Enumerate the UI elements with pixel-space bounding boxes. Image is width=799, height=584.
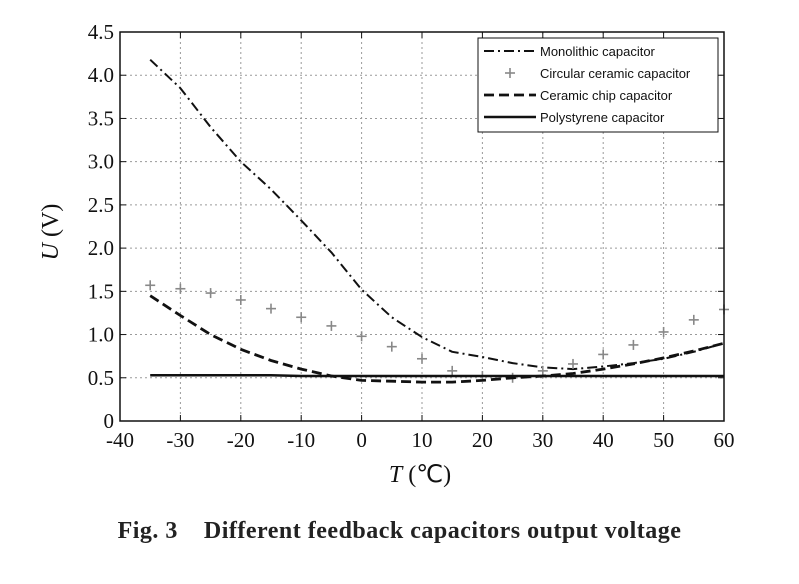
legend-label: Circular ceramic capacitor xyxy=(540,66,691,81)
x-tick-label: 0 xyxy=(356,428,367,452)
x-tick-label: 60 xyxy=(714,428,735,452)
data-point xyxy=(145,280,156,291)
y-tick-label: 4.5 xyxy=(88,20,114,44)
data-point xyxy=(598,349,609,360)
x-tick-label: 40 xyxy=(593,428,614,452)
x-tick-label: 10 xyxy=(412,428,433,452)
y-tick-label: 3.5 xyxy=(88,106,114,130)
x-axis-variable: T xyxy=(389,462,404,488)
y-tick-label: 2.0 xyxy=(88,236,114,260)
x-tick-label: 30 xyxy=(532,428,553,452)
legend: Monolithic capacitor Circular ceramic cap… xyxy=(477,37,719,133)
data-point xyxy=(235,294,246,305)
data-point xyxy=(205,288,216,299)
y-axis-variable: U xyxy=(38,241,64,260)
y-tick-label: 2.5 xyxy=(88,193,114,217)
data-point xyxy=(628,339,639,350)
data-point xyxy=(568,358,578,369)
data-point xyxy=(326,320,337,331)
data-point xyxy=(537,365,548,376)
x-tick-label: -20 xyxy=(227,428,255,452)
y-tick-label: 1.0 xyxy=(88,323,114,347)
x-tick-label: -40 xyxy=(106,428,134,452)
x-tick-label: -30 xyxy=(166,428,194,452)
y-tick-label: 0 xyxy=(104,409,115,433)
series-circular-ceramic-capacitor xyxy=(145,280,729,383)
x-axis-title: T (℃) xyxy=(389,462,451,488)
data-point xyxy=(296,312,307,323)
data-point xyxy=(356,331,367,342)
y-axis-title: U (V) xyxy=(38,204,64,261)
legend-label: Monolithic capacitor xyxy=(540,44,656,59)
legend-swatch-circular-ceramic-capacitor xyxy=(505,68,515,78)
legend-label: Polystyrene capacitor xyxy=(540,110,665,125)
x-tick-label: 50 xyxy=(653,428,674,452)
plot-series xyxy=(145,58,729,384)
x-tick-label: -10 xyxy=(287,428,315,452)
grid-lines xyxy=(120,32,724,421)
axis-ticks: -40 -30 -20 -10 0 10 20 30 40 50 60 0 0.5 1.0 1.5 2.0 2.… xyxy=(88,20,735,452)
y-tick-label: 3.0 xyxy=(88,150,114,174)
data-point xyxy=(175,283,186,294)
x-tick-label: 20 xyxy=(472,428,493,452)
y-tick-label: 4.0 xyxy=(88,63,114,87)
data-point xyxy=(417,353,427,364)
series-line-polystyrene-capacitor xyxy=(150,373,724,378)
legend-label: Ceramic chip capacitor xyxy=(540,88,673,103)
data-point xyxy=(266,303,276,314)
y-axis-unit: (V) xyxy=(38,204,64,243)
data-point xyxy=(658,326,669,337)
data-point xyxy=(447,365,458,376)
y-tick-label: 0.5 xyxy=(88,366,114,390)
series-line-ceramic-chip-capacitor xyxy=(149,294,725,384)
x-axis-unit: (℃) xyxy=(402,462,451,488)
y-tick-label: 1.5 xyxy=(88,279,114,303)
data-point xyxy=(688,314,699,325)
figure-caption: Fig. 3 Different feedback capacitors out… xyxy=(117,518,682,544)
data-point xyxy=(386,341,397,352)
